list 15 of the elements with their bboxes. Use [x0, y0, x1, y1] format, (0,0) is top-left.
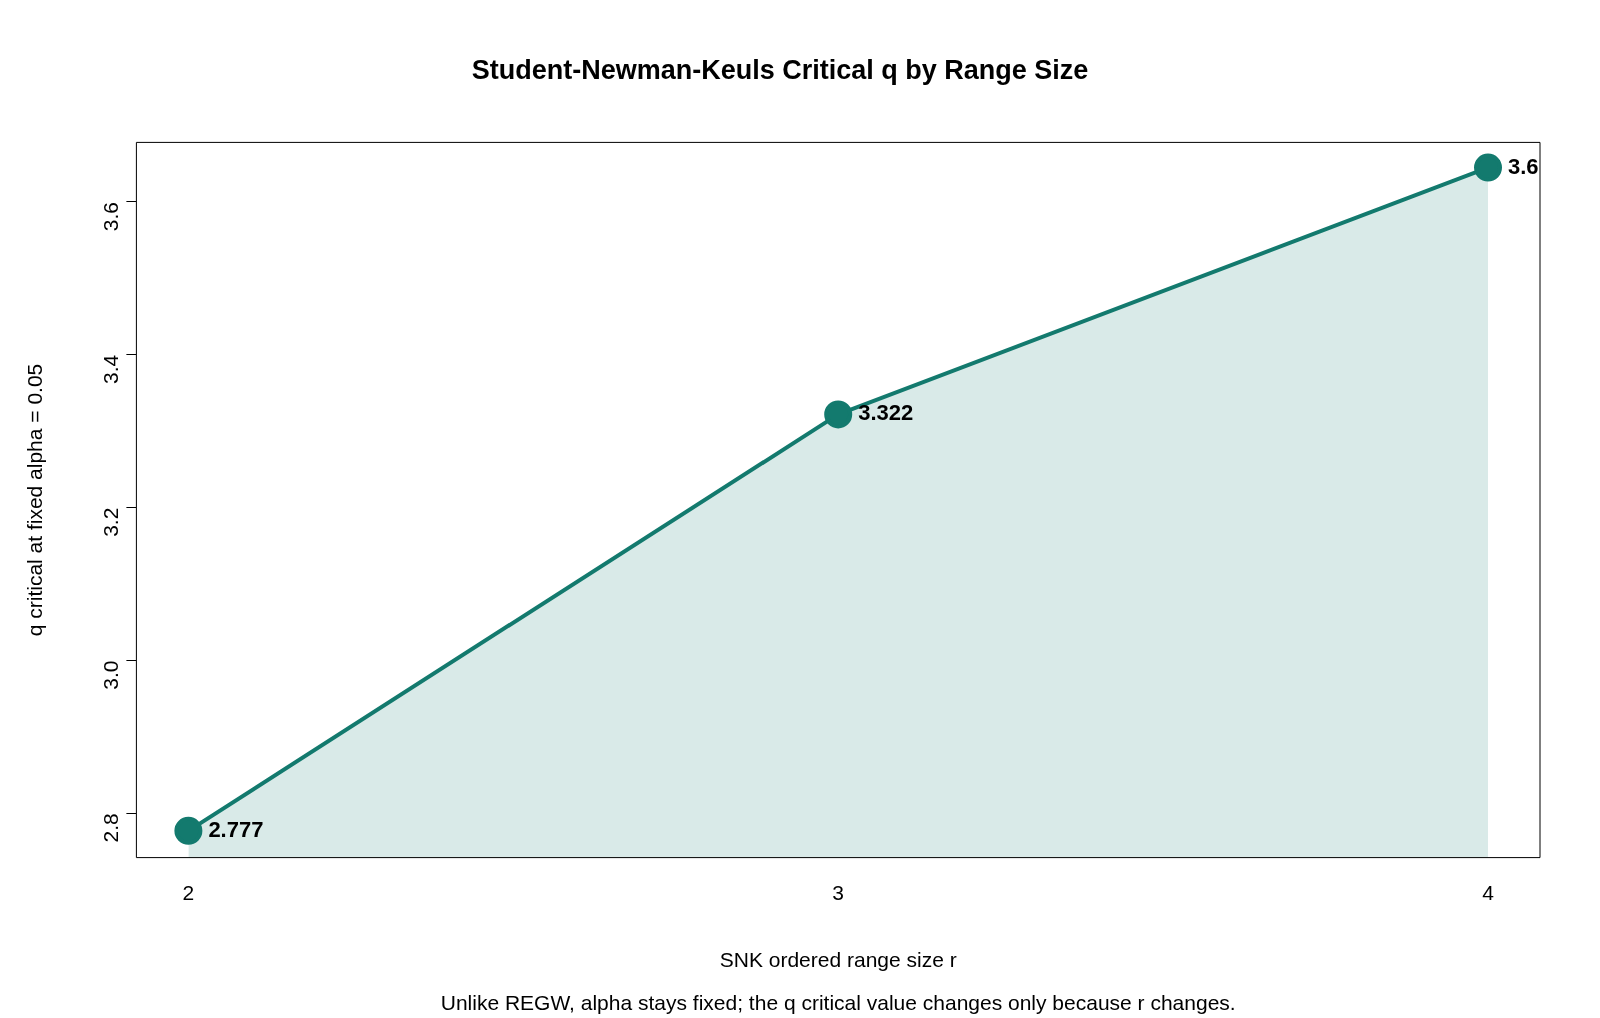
chart-title: Student-Newman-Keuls Critical q by Range Size: [471, 54, 1089, 85]
x-tick-label: 4: [1482, 881, 1495, 904]
y-tick-label: 3.0: [99, 660, 123, 690]
data-label: 2.777: [208, 816, 264, 842]
y-axis-title: q critical at fixed alpha = 0.05: [23, 363, 47, 637]
x-tick-label: 2: [182, 881, 195, 904]
y-tick-label: 2.8: [99, 813, 123, 843]
data-label: 3.6: [1508, 153, 1539, 179]
data-label: 3.322: [858, 400, 914, 426]
text: Unlike REGW, alpha stays fixed; the q critical value changes only because r changes.: [440, 991, 1236, 1014]
y-tick-label: 3.2: [99, 507, 123, 537]
y-tick-label: 3.4: [99, 354, 123, 385]
x-tick-label: 3: [832, 881, 845, 904]
x-axis-title: SNK ordered range size r: [719, 948, 957, 972]
y-tick-label: 3.6: [99, 202, 123, 232]
